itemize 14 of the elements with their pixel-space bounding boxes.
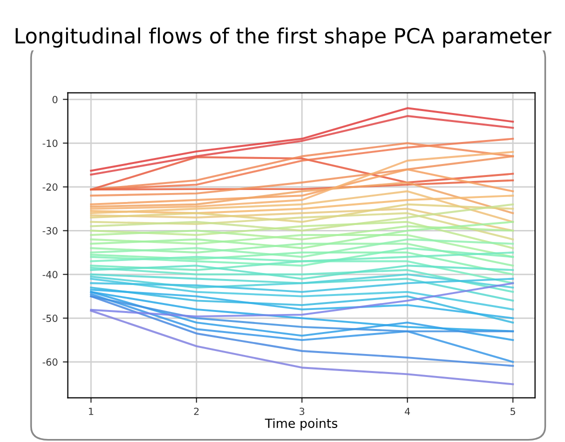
y-tick-label: 0 — [52, 96, 58, 104]
x-tick-label: 4 — [404, 408, 410, 415]
x-tick-label: 3 — [300, 408, 304, 416]
y-tick-label: -10 — [42, 140, 58, 147]
y-tick-label: -20 — [42, 183, 58, 191]
y-tick-label: -50 — [42, 314, 58, 322]
y-tick-label: -30 — [42, 227, 58, 234]
x-axis-title: Time points — [264, 418, 338, 430]
chart-title: Longitudinal flows of the first shape PCA parameter — [16, 27, 552, 48]
x-tick-label: 1 — [88, 408, 94, 415]
y-tick-label: -40 — [42, 270, 58, 278]
x-tick-label: 5 — [510, 408, 516, 416]
x-tick-label: 2 — [194, 408, 199, 415]
y-tick-label: -60 — [42, 358, 58, 366]
